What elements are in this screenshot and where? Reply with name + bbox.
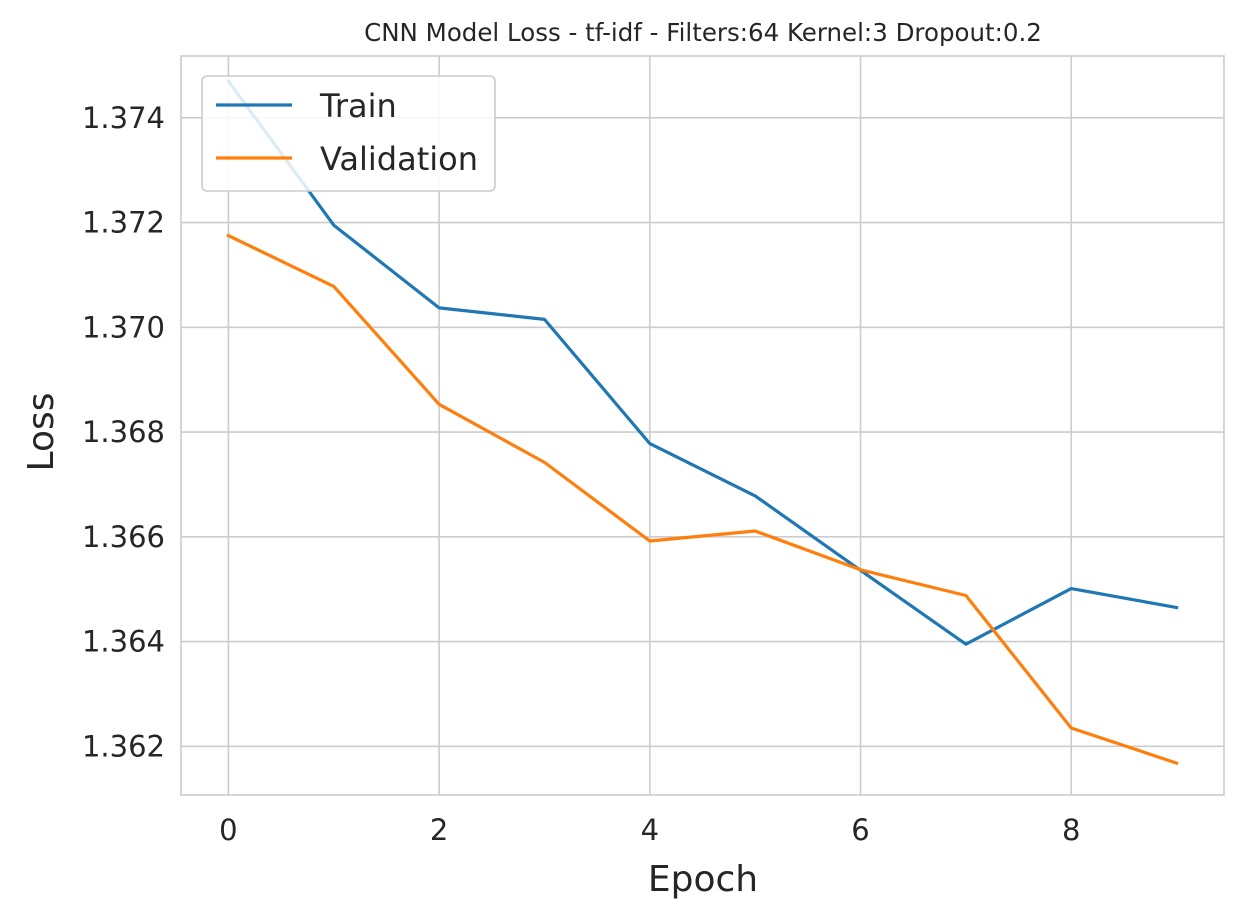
y-axis-title: Loss [21, 393, 62, 472]
x-axis-title: Epoch [648, 859, 758, 900]
y-tick-label: 1.374 [82, 101, 165, 135]
legend-label-validation: Validation [320, 140, 478, 178]
x-tick-label: 6 [851, 813, 869, 847]
chart-title: CNN Model Loss - tf-idf - Filters:64 Ker… [364, 18, 1042, 47]
x-tick-label: 0 [219, 813, 237, 847]
legend-label-train: Train [319, 87, 397, 125]
y-tick-label: 1.362 [82, 729, 165, 763]
series-line-validation [226, 233, 1179, 766]
series-lines [226, 78, 1179, 766]
y-tick-label: 1.368 [82, 415, 165, 449]
tick-labels: 0 2 4 6 8 1.362 1.364 1.366 1.368 1.370 1.372 1.374 [82, 101, 1080, 847]
x-tick-label: 2 [430, 813, 448, 847]
plot-frame [180, 55, 1225, 796]
y-tick-label: 1.364 [82, 625, 165, 659]
y-tick-label: 1.366 [82, 520, 165, 554]
y-tick-label: 1.370 [82, 310, 165, 344]
x-tick-label: 4 [641, 813, 659, 847]
series-line-train [226, 78, 1179, 646]
y-tick-label: 1.372 [82, 206, 165, 240]
legend: Train Validation [201, 75, 496, 192]
x-tick-label: 8 [1062, 813, 1080, 847]
